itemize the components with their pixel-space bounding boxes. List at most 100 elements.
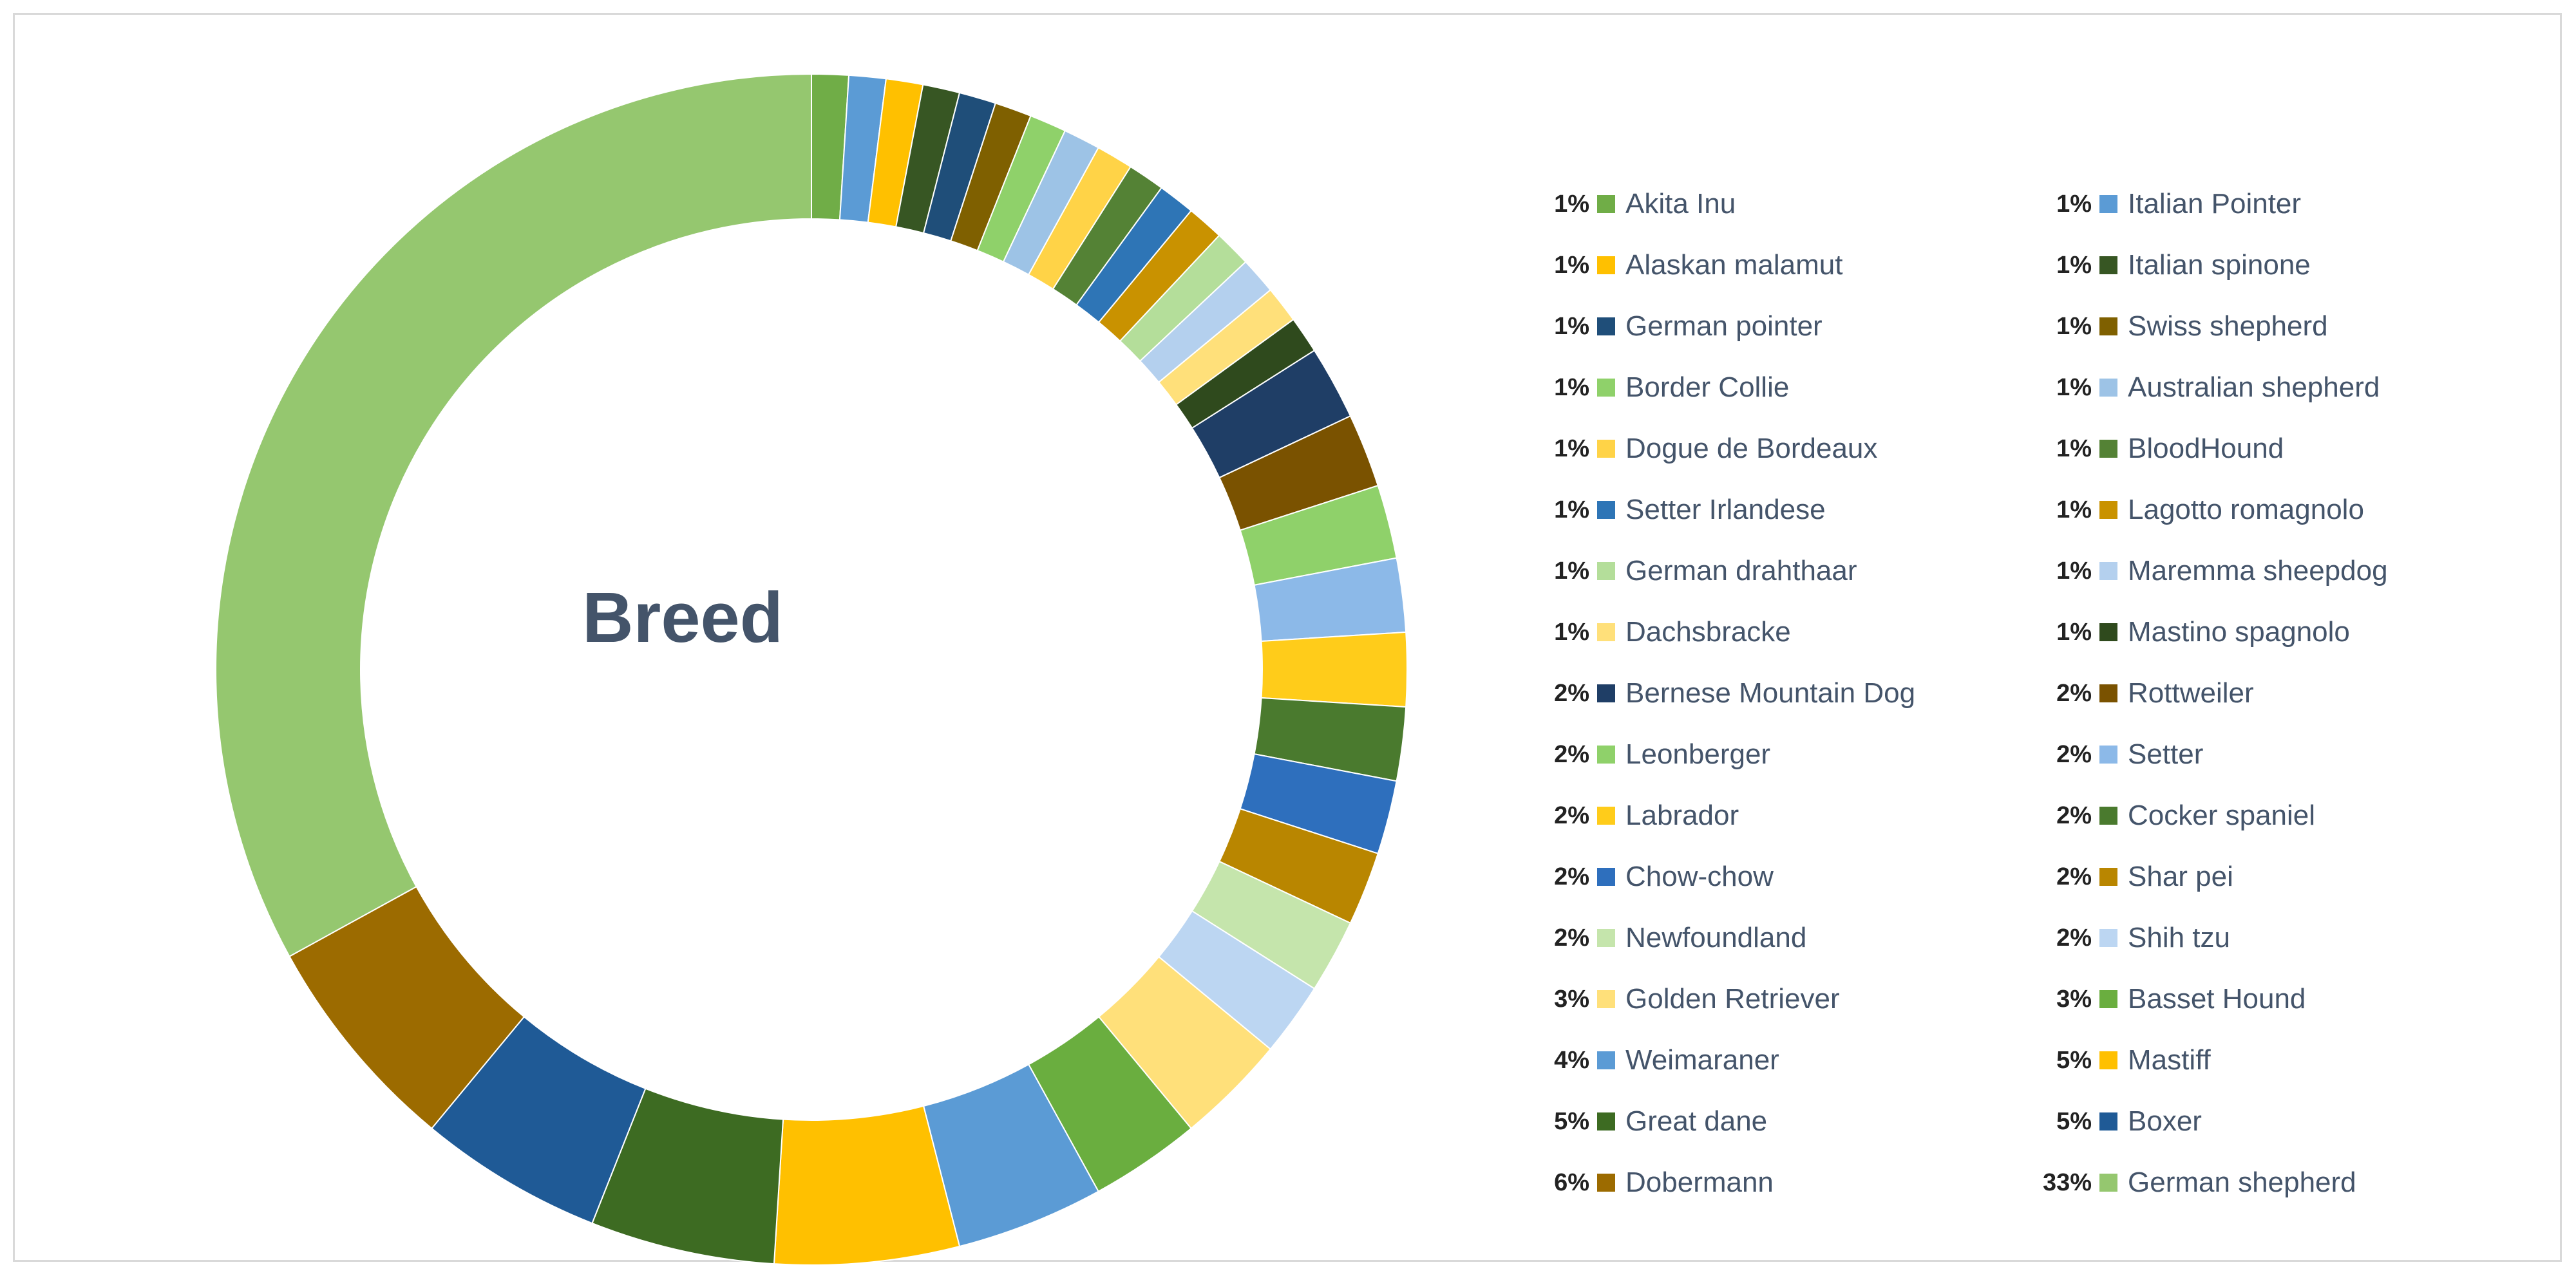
legend-percent: 2%	[2056, 740, 2092, 768]
legend-percent: 2%	[1554, 802, 1589, 829]
legend-item: 1% Border Collie	[1513, 365, 1789, 410]
legend-item: 1% German pointer	[1513, 304, 1823, 349]
legend-item: 1% Swiss shepherd	[2016, 304, 2328, 349]
legend-swatch	[1597, 929, 1615, 947]
legend-item: 5% Boxer	[2016, 1099, 2202, 1144]
legend-label: Newfoundland	[1625, 922, 1807, 953]
legend-item: 1% Alaskan malamut	[1513, 243, 1842, 288]
legend-swatch	[1597, 807, 1615, 825]
legend-percent: 6%	[1554, 1168, 1589, 1196]
legend-item: 2% Leonberger	[1513, 732, 1770, 777]
legend-swatch	[1597, 990, 1615, 1008]
legend-item: 2% Setter	[2016, 732, 2203, 777]
legend-item: 1% Maremma sheepdog	[2016, 549, 2387, 594]
legend-swatch	[1597, 746, 1615, 764]
legend-label: Swiss shepherd	[2128, 310, 2328, 342]
legend-label: Shih tzu	[2128, 922, 2230, 953]
legend-swatch	[2099, 746, 2117, 764]
legend-item: 3% Golden Retriever	[1513, 977, 1840, 1022]
legend-label: Leonberger	[1625, 738, 1771, 770]
legend-percent: 2%	[1554, 679, 1589, 707]
legend-percent: 1%	[1554, 251, 1589, 279]
legend-label: Boxer	[2128, 1105, 2202, 1137]
legend-percent: 1%	[2056, 435, 2092, 462]
legend-label: Golden Retriever	[1625, 983, 1840, 1015]
legend-item: 1% Akita Inu	[1513, 182, 1736, 227]
legend-item: 2% Labrador	[1513, 793, 1739, 838]
legend-percent: 1%	[2056, 496, 2092, 523]
legend-item: 4% Weimaraner	[1513, 1038, 1779, 1083]
legend-swatch	[2099, 684, 2117, 702]
legend-item: 2% Shih tzu	[2016, 915, 2230, 961]
legend-percent: 1%	[1554, 435, 1589, 462]
legend-swatch	[2099, 868, 2117, 886]
legend-swatch	[1597, 684, 1615, 702]
legend-percent: 3%	[1554, 985, 1589, 1013]
legend-item: 2% Bernese Mountain Dog	[1513, 671, 1915, 716]
legend-swatch	[1597, 379, 1615, 397]
legend-item: 1% Mastino spagnolo	[2016, 610, 2350, 655]
legend-label: Weimaraner	[1625, 1044, 1779, 1076]
legend-item: 2% Chow-chow	[1513, 854, 1774, 899]
legend-item: 1% German drahthaar	[1513, 549, 1857, 594]
legend-swatch	[2099, 929, 2117, 947]
legend-percent: 1%	[1554, 373, 1589, 401]
legend-label: Italian Pointer	[2128, 188, 2302, 220]
legend-percent: 1%	[1554, 190, 1589, 218]
legend-label: BloodHound	[2128, 433, 2284, 464]
legend-percent: 33%	[2042, 1168, 2092, 1196]
legend-swatch	[1597, 440, 1615, 458]
legend-label: Basset Hound	[2128, 983, 2306, 1015]
legend-swatch	[1597, 562, 1615, 580]
legend-swatch	[2099, 195, 2117, 213]
legend-label: German pointer	[1625, 310, 1823, 342]
legend-label: Great dane	[1625, 1105, 1768, 1137]
legend-swatch	[2099, 990, 2117, 1008]
legend-percent: 1%	[2056, 190, 2092, 218]
legend-percent: 2%	[1554, 740, 1589, 768]
legend-percent: 1%	[2056, 251, 2092, 279]
legend-label: Dogue de Bordeaux	[1625, 433, 1878, 464]
legend-swatch	[1597, 195, 1615, 213]
legend-swatch	[2099, 807, 2117, 825]
legend-swatch	[1597, 317, 1615, 335]
legend-label: Australian shepherd	[2128, 371, 2380, 403]
legend-item: 2% Cocker spaniel	[2016, 793, 2315, 838]
legend-swatch	[2099, 1174, 2117, 1192]
legend-item: 5% Mastiff	[2016, 1038, 2211, 1083]
legend-item: 3% Basset Hound	[2016, 977, 2306, 1022]
legend-swatch	[2099, 1051, 2117, 1069]
legend-label: Labrador	[1625, 800, 1739, 831]
legend-label: Akita Inu	[1625, 188, 1736, 220]
legend-swatch	[2099, 317, 2117, 335]
legend-item: 5% Great dane	[1513, 1099, 1767, 1144]
legend-swatch	[1597, 1112, 1615, 1131]
legend-percent: 2%	[2056, 802, 2092, 829]
legend-item: 2% Shar pei	[2016, 854, 2233, 899]
legend-swatch	[1597, 1174, 1615, 1192]
legend-percent: 5%	[2056, 1107, 2092, 1135]
legend-label: Border Collie	[1625, 371, 1790, 403]
legend-swatch	[2099, 562, 2117, 580]
legend-swatch	[2099, 501, 2117, 519]
legend-label: Italian spinone	[2128, 249, 2311, 281]
legend-item: 2% Newfoundland	[1513, 915, 1806, 961]
legend-percent: 2%	[2056, 924, 2092, 952]
legend-label: Dachsbracke	[1625, 616, 1791, 648]
legend-label: German shepherd	[2128, 1167, 2356, 1198]
legend-item: 33% German shepherd	[2016, 1160, 2356, 1205]
legend-item: 2% Rottweiler	[2016, 671, 2254, 716]
legend-label: Setter	[2128, 738, 2204, 770]
legend-swatch	[2099, 1112, 2117, 1131]
legend-label: Bernese Mountain Dog	[1625, 677, 1916, 709]
legend-swatch	[2099, 379, 2117, 397]
legend-label: Mastiff	[2128, 1044, 2211, 1076]
legend-swatch	[1597, 501, 1615, 519]
legend-percent: 1%	[1554, 312, 1589, 340]
legend-percent: 1%	[2056, 312, 2092, 340]
legend-label: Rottweiler	[2128, 677, 2254, 709]
legend-label: Chow-chow	[1625, 861, 1774, 892]
legend-item: 1% Italian spinone	[2016, 243, 2311, 288]
legend-percent: 3%	[2056, 985, 2092, 1013]
legend-label: Mastino spagnolo	[2128, 616, 2350, 648]
